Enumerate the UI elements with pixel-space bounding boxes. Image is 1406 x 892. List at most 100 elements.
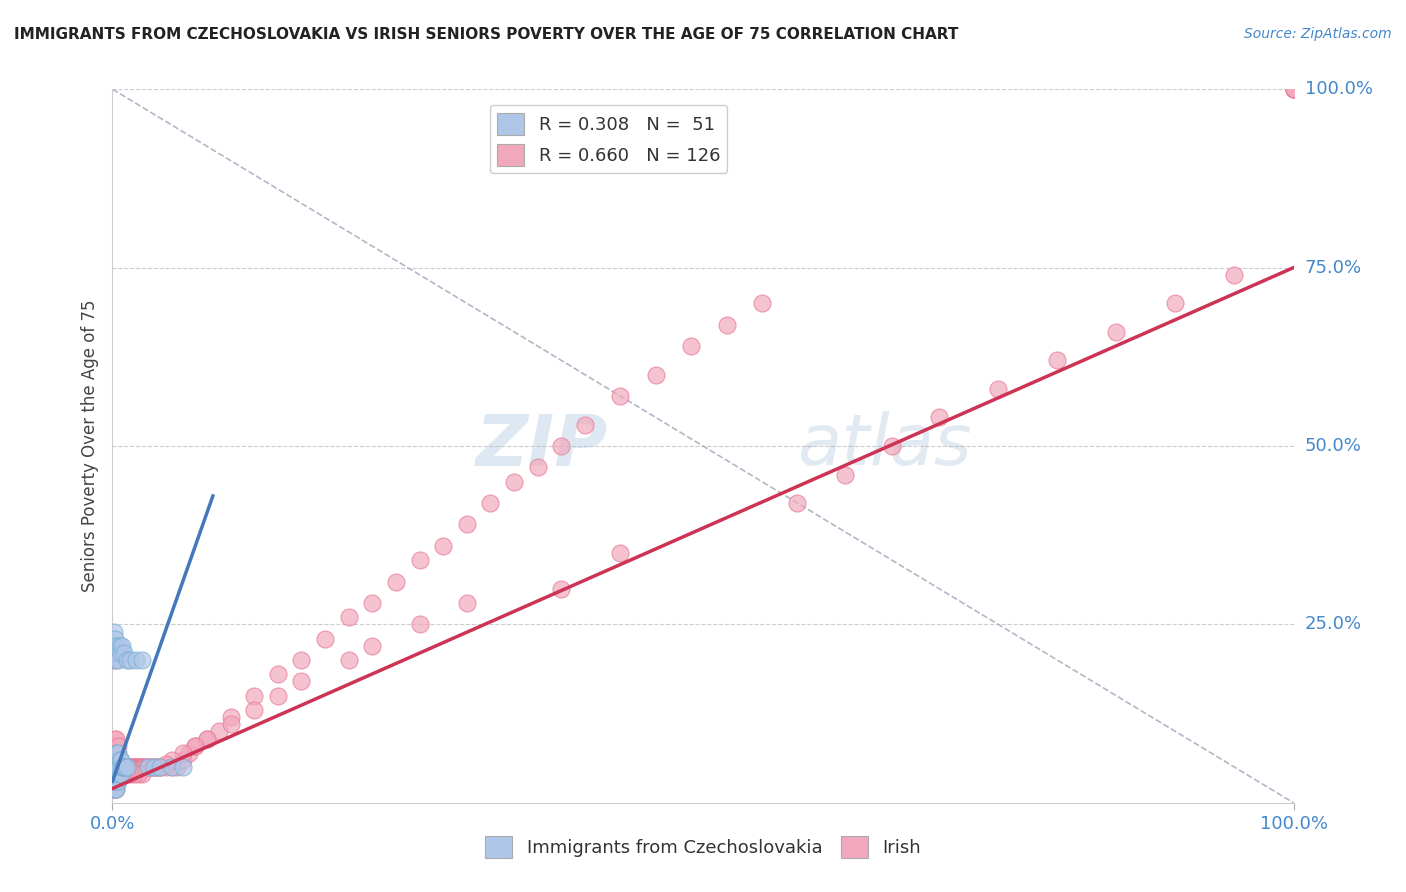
Point xyxy=(107,774,129,789)
Point xyxy=(1282,82,1305,96)
Point xyxy=(987,382,1010,396)
Point xyxy=(104,760,127,774)
Point xyxy=(136,760,159,774)
Point xyxy=(786,496,808,510)
Point xyxy=(142,760,165,774)
Point xyxy=(1105,325,1128,339)
Point xyxy=(112,760,135,774)
Point xyxy=(125,653,148,667)
Point xyxy=(105,646,128,660)
Point xyxy=(103,781,125,796)
Text: 75.0%: 75.0% xyxy=(1305,259,1362,277)
Point xyxy=(112,760,135,774)
Text: atlas: atlas xyxy=(797,411,972,481)
Point xyxy=(479,496,502,510)
Point xyxy=(108,767,131,781)
Point xyxy=(1164,296,1187,310)
Point xyxy=(120,760,142,774)
Point xyxy=(550,439,572,453)
Point xyxy=(184,739,207,753)
Point xyxy=(408,617,430,632)
Point xyxy=(107,653,129,667)
Point xyxy=(107,760,129,774)
Point xyxy=(408,553,430,567)
Point xyxy=(105,760,128,774)
Point xyxy=(115,760,138,774)
Point xyxy=(1046,353,1069,368)
Point xyxy=(108,767,131,781)
Point xyxy=(361,639,384,653)
Point xyxy=(609,389,631,403)
Point xyxy=(143,760,166,774)
Point xyxy=(208,724,231,739)
Point xyxy=(110,646,132,660)
Point xyxy=(149,760,172,774)
Point xyxy=(526,460,548,475)
Point xyxy=(103,767,125,781)
Point xyxy=(103,739,125,753)
Point xyxy=(267,689,290,703)
Point xyxy=(105,767,128,781)
Point xyxy=(129,760,152,774)
Point xyxy=(880,439,903,453)
Point xyxy=(117,760,139,774)
Point xyxy=(107,767,129,781)
Point xyxy=(103,767,125,781)
Point xyxy=(716,318,738,332)
Point xyxy=(103,653,125,667)
Point xyxy=(103,774,125,789)
Point xyxy=(105,774,128,789)
Point xyxy=(104,753,127,767)
Point xyxy=(112,760,135,774)
Point xyxy=(105,760,128,774)
Point xyxy=(131,760,153,774)
Point xyxy=(243,703,266,717)
Point xyxy=(105,767,128,781)
Point xyxy=(267,667,290,681)
Legend: Immigrants from Czechoslovakia, Irish: Immigrants from Czechoslovakia, Irish xyxy=(478,829,928,865)
Text: IMMIGRANTS FROM CZECHOSLOVAKIA VS IRISH SENIORS POVERTY OVER THE AGE OF 75 CORRE: IMMIGRANTS FROM CZECHOSLOVAKIA VS IRISH … xyxy=(14,27,959,42)
Point xyxy=(195,731,218,746)
Point xyxy=(104,646,127,660)
Point xyxy=(105,731,128,746)
Point xyxy=(172,746,194,760)
Point xyxy=(111,767,134,781)
Point xyxy=(166,760,188,774)
Point xyxy=(928,410,950,425)
Point xyxy=(104,774,127,789)
Point xyxy=(105,746,128,760)
Point xyxy=(104,767,127,781)
Point xyxy=(361,596,384,610)
Point xyxy=(1223,268,1246,282)
Point xyxy=(609,546,631,560)
Point xyxy=(112,646,135,660)
Point xyxy=(160,760,183,774)
Point xyxy=(131,653,153,667)
Point xyxy=(127,760,149,774)
Text: ZIP: ZIP xyxy=(477,411,609,481)
Point xyxy=(104,760,127,774)
Point xyxy=(107,739,129,753)
Point xyxy=(290,674,312,689)
Text: 25.0%: 25.0% xyxy=(1305,615,1362,633)
Point xyxy=(112,760,135,774)
Point xyxy=(104,632,127,646)
Point xyxy=(103,774,125,789)
Point xyxy=(184,739,207,753)
Point xyxy=(337,653,360,667)
Point xyxy=(155,760,177,774)
Point xyxy=(105,653,128,667)
Point xyxy=(110,753,132,767)
Point xyxy=(105,781,128,796)
Y-axis label: Seniors Poverty Over the Age of 75: Seniors Poverty Over the Age of 75 xyxy=(80,300,98,592)
Point xyxy=(107,760,129,774)
Point xyxy=(112,767,135,781)
Point xyxy=(179,746,201,760)
Point xyxy=(110,760,132,774)
Point xyxy=(1282,82,1305,96)
Point xyxy=(105,639,128,653)
Point xyxy=(111,760,134,774)
Point xyxy=(124,760,146,774)
Point xyxy=(146,760,169,774)
Point xyxy=(108,767,131,781)
